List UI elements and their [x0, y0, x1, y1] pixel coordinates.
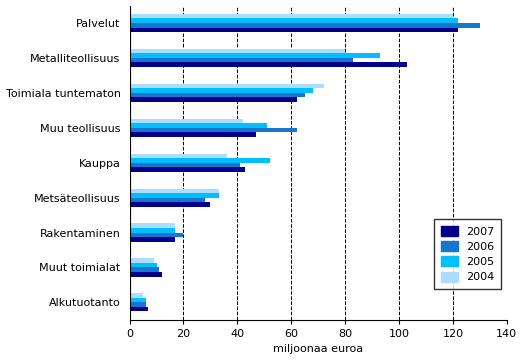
- Bar: [130, 263, 156, 267]
- Bar: [130, 228, 175, 233]
- Bar: [130, 293, 143, 298]
- Bar: [130, 302, 146, 307]
- Bar: [130, 119, 243, 123]
- Bar: [130, 198, 205, 202]
- Bar: [130, 272, 162, 276]
- Bar: [130, 132, 256, 137]
- Bar: [130, 49, 345, 53]
- Bar: [130, 128, 297, 132]
- Bar: [130, 258, 154, 263]
- Bar: [130, 237, 175, 242]
- Bar: [130, 58, 353, 63]
- Bar: [130, 224, 175, 228]
- Bar: [130, 233, 184, 237]
- Bar: [130, 167, 245, 172]
- Bar: [130, 84, 324, 88]
- Bar: [130, 53, 380, 58]
- Bar: [130, 123, 267, 128]
- Bar: [130, 189, 219, 193]
- Bar: [130, 28, 458, 32]
- Bar: [130, 98, 297, 102]
- Bar: [130, 298, 146, 302]
- Bar: [130, 158, 270, 163]
- Legend: 2007, 2006, 2005, 2004: 2007, 2006, 2005, 2004: [434, 219, 502, 289]
- Bar: [130, 18, 458, 23]
- Bar: [130, 63, 407, 67]
- Bar: [130, 307, 149, 311]
- Bar: [130, 202, 210, 207]
- Bar: [130, 193, 219, 198]
- Bar: [130, 93, 305, 98]
- Bar: [130, 88, 313, 93]
- X-axis label: miljoonaa euroa: miljoonaa euroa: [273, 345, 363, 355]
- Bar: [130, 14, 453, 18]
- Bar: [130, 267, 159, 272]
- Bar: [130, 163, 240, 167]
- Bar: [130, 23, 480, 28]
- Bar: [130, 154, 226, 158]
